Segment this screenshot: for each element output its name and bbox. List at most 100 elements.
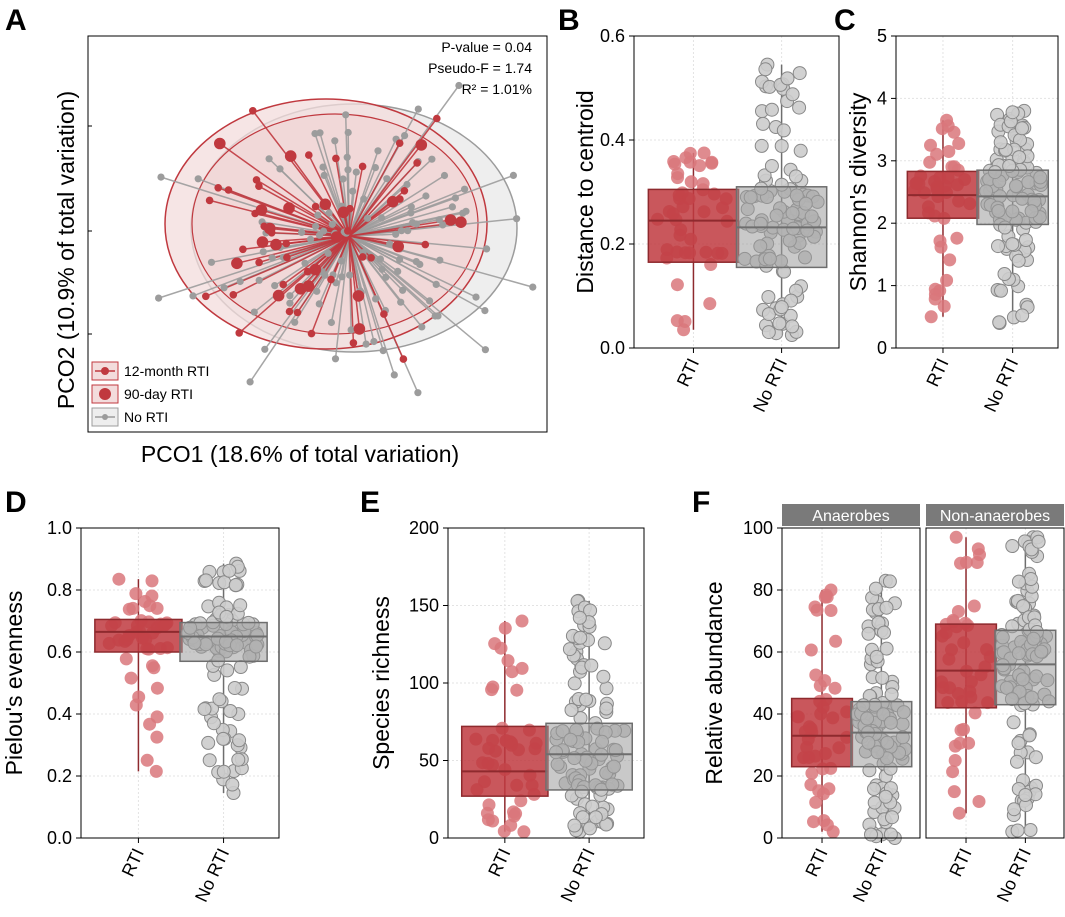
pco-point bbox=[279, 280, 288, 289]
box bbox=[994, 629, 1057, 706]
pco-point bbox=[401, 132, 409, 140]
pco-point bbox=[347, 326, 355, 334]
data-point bbox=[693, 159, 707, 173]
spider-line bbox=[348, 235, 372, 259]
pco-point bbox=[205, 196, 214, 205]
y-tick-label: 100 bbox=[743, 518, 773, 538]
stat-r-squared: R² = 1.01% bbox=[462, 81, 532, 97]
pco-point bbox=[302, 280, 315, 292]
data-point bbox=[232, 733, 247, 748]
spider-line bbox=[348, 206, 453, 237]
data-point bbox=[776, 123, 791, 138]
box bbox=[94, 618, 183, 653]
data-point bbox=[564, 703, 579, 717]
data-point bbox=[124, 671, 138, 685]
spider-line bbox=[282, 235, 350, 286]
panel-letter-d: D bbox=[5, 486, 27, 519]
pco-point bbox=[249, 107, 257, 115]
pco-point bbox=[414, 105, 422, 113]
data-point bbox=[804, 643, 818, 657]
spider-line bbox=[279, 168, 350, 237]
pco-point bbox=[415, 139, 428, 151]
data-point bbox=[972, 795, 986, 808]
pco-point bbox=[207, 258, 216, 266]
spider-line bbox=[334, 235, 350, 359]
spider-line bbox=[307, 235, 350, 287]
plot-frame bbox=[633, 35, 840, 349]
data-point bbox=[228, 578, 243, 592]
data-point bbox=[757, 168, 772, 183]
pco-point bbox=[374, 147, 382, 155]
data-point bbox=[884, 687, 899, 702]
data-point bbox=[967, 599, 981, 613]
pco-point bbox=[252, 176, 261, 184]
y-tick-label: 0 bbox=[763, 828, 773, 848]
pco-y-axis-title: PCO2 (10.9% of total variation) bbox=[53, 91, 79, 409]
data-point bbox=[1018, 233, 1033, 247]
pco-point bbox=[306, 235, 315, 243]
data-point bbox=[818, 674, 832, 688]
data-point bbox=[517, 825, 531, 839]
spider-line bbox=[348, 162, 418, 237]
spider-line bbox=[258, 185, 350, 237]
data-point bbox=[829, 634, 843, 648]
y-axis-title: Shannon's diversity bbox=[845, 92, 871, 291]
data-point bbox=[758, 62, 773, 77]
y-tick-label: 1 bbox=[877, 276, 887, 296]
data-point bbox=[949, 530, 963, 544]
x-tick-label: RTI bbox=[484, 845, 514, 879]
data-point bbox=[515, 661, 529, 675]
data-point bbox=[678, 315, 692, 328]
data-point bbox=[883, 827, 898, 842]
pco-point bbox=[529, 283, 537, 291]
spider-line bbox=[348, 142, 401, 237]
pco-point bbox=[358, 162, 367, 171]
data-point bbox=[828, 681, 842, 695]
y-tick-label: 0.0 bbox=[600, 338, 625, 358]
pco-point bbox=[272, 289, 285, 302]
pco-point bbox=[363, 214, 372, 222]
pco-point bbox=[155, 294, 163, 302]
spider-line bbox=[348, 235, 426, 246]
spider-line bbox=[348, 198, 365, 237]
data-point bbox=[1015, 308, 1030, 323]
data-point bbox=[924, 138, 937, 152]
box bbox=[460, 725, 549, 797]
data-point bbox=[805, 766, 819, 780]
plot-frame bbox=[447, 527, 645, 839]
pco-point bbox=[229, 291, 238, 299]
data-point bbox=[971, 542, 985, 556]
data-point bbox=[223, 704, 238, 718]
pco-point bbox=[337, 257, 345, 265]
spider-line bbox=[348, 235, 421, 266]
spider-line bbox=[348, 235, 360, 297]
pco-point bbox=[324, 249, 332, 257]
data-point bbox=[670, 278, 684, 292]
data-point bbox=[807, 815, 820, 829]
data-point bbox=[486, 814, 500, 828]
data-point bbox=[140, 753, 154, 767]
x-tick-label: RTI bbox=[922, 355, 952, 389]
y-tick-label: 60 bbox=[753, 642, 773, 662]
pco-point bbox=[320, 171, 328, 179]
data-point bbox=[1007, 802, 1022, 817]
x-tick-label: RTI bbox=[945, 845, 975, 879]
data-point bbox=[991, 239, 1005, 254]
data-point bbox=[1012, 150, 1027, 165]
data-point bbox=[150, 601, 164, 615]
data-point bbox=[501, 654, 515, 668]
pco-point bbox=[370, 337, 378, 346]
pco-point bbox=[231, 257, 243, 270]
panel-letter-b: B bbox=[558, 4, 580, 37]
y-tick-label: 0.6 bbox=[600, 26, 625, 46]
x-tick-label: RTI bbox=[673, 355, 703, 389]
pco-point bbox=[397, 227, 406, 235]
data-point bbox=[150, 710, 164, 724]
data-point bbox=[507, 805, 520, 819]
data-point bbox=[818, 590, 832, 604]
pco-point bbox=[416, 260, 424, 268]
pco-point bbox=[202, 292, 210, 301]
data-point bbox=[514, 794, 528, 808]
x-tick-label: No RTI bbox=[980, 355, 1022, 415]
